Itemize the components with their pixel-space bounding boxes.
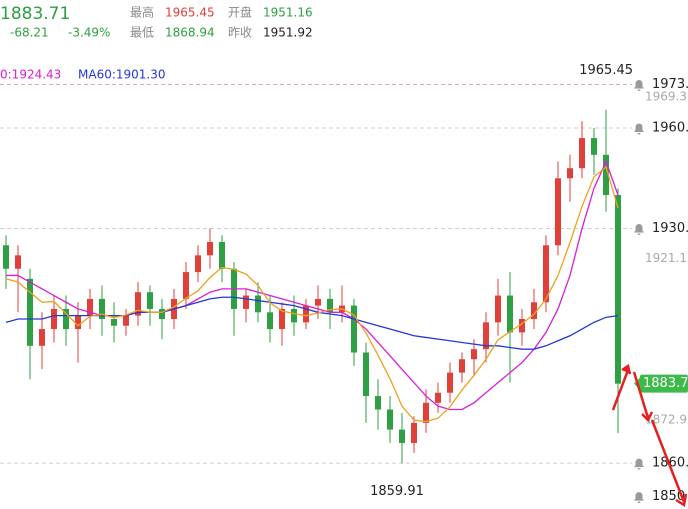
candle-body: [411, 422, 417, 443]
candle-body: [99, 298, 105, 320]
candle-body: [543, 245, 549, 303]
ma-legend: 0:1924.43: [0, 68, 61, 82]
candle-body: [531, 302, 537, 320]
candle-body: [303, 305, 309, 323]
candle-body: [27, 278, 33, 346]
candle-body: [15, 255, 21, 269]
candle-body: [51, 308, 57, 330]
ma-line: [5, 296, 619, 350]
candle-body: [87, 298, 93, 316]
y-tick-label: 1930.: [652, 221, 688, 236]
price: 1883.71: [0, 4, 70, 24]
arrow-annotation: [611, 363, 688, 508]
candle-body: [435, 392, 441, 403]
candle-body: [495, 295, 501, 323]
header-stats: 最高 1965.45 开盘 1951.16 最低 1868.94 昨收 1951.92: [130, 5, 313, 40]
candle-body: [447, 372, 453, 393]
candle-body: [147, 292, 153, 309]
level-label: 1969.3: [645, 89, 687, 103]
candle-body: [255, 295, 261, 313]
alert-bell: [634, 224, 644, 236]
ma-line: [6, 159, 619, 411]
candle-body: [423, 402, 429, 423]
change: -68.21: [10, 26, 49, 40]
candle-body: [387, 409, 393, 430]
candle-body: [315, 298, 321, 306]
candle-body: [363, 352, 369, 397]
candle-body: [483, 322, 489, 350]
ma-line: [5, 165, 619, 423]
ma-legend: MA60:1901.30: [78, 68, 166, 82]
high-label: 1965.45: [579, 63, 633, 78]
candle-body: [243, 295, 249, 309]
candle-body: [39, 329, 45, 346]
stat-label: 昨收: [228, 26, 252, 40]
low-label: 1859.91: [370, 484, 424, 499]
candle-body: [459, 359, 465, 373]
candle-body: [183, 272, 189, 299]
alert-bell: [634, 123, 644, 135]
stat-value: 1868.94: [165, 26, 215, 40]
stat-value: 1951.92: [263, 26, 313, 40]
plot: 1973.1960.1930.1860.18501969.31921.11872…: [0, 63, 688, 504]
level-label: 1921.1: [645, 251, 687, 265]
alert-bell: [634, 458, 644, 470]
candle-body: [375, 396, 381, 410]
candle-body: [351, 305, 357, 353]
candle-body: [327, 298, 333, 313]
candle-body: [3, 245, 9, 269]
candle-body: [291, 308, 297, 323]
current-price-label: 1883.7: [643, 376, 688, 391]
candle-body: [471, 349, 477, 360]
candle-body: [555, 178, 561, 246]
candle-body: [519, 319, 525, 333]
candle-body: [279, 308, 285, 330]
candle-body: [399, 429, 405, 443]
candle-body: [123, 315, 129, 326]
candle-body: [567, 168, 573, 179]
candle-body: [267, 312, 273, 330]
alert-bell: [634, 492, 644, 504]
candle-body: [63, 308, 69, 330]
stat-value: 1951.16: [263, 6, 313, 20]
current-price-box: [640, 374, 688, 393]
candle-body: [207, 241, 213, 256]
candle-body: [111, 319, 117, 326]
candle-body: [591, 138, 597, 155]
stat-label: 开盘: [228, 5, 252, 20]
stat-label: 最高: [130, 5, 154, 20]
candle-body: [615, 195, 621, 384]
y-tick-label: 1973.: [652, 77, 688, 92]
change-pct: -3.49%: [68, 26, 110, 40]
level-label: 1872.9: [645, 412, 687, 426]
candle-body: [603, 154, 609, 196]
stat-label: 最低: [130, 26, 154, 40]
alert-bell: [634, 79, 644, 91]
candle-body: [579, 138, 585, 169]
stat-value: 1965.45: [165, 6, 215, 20]
candle-body: [75, 315, 81, 330]
candle-body: [135, 292, 141, 316]
candle-body: [159, 308, 165, 320]
y-tick-label: 1960.: [652, 121, 688, 136]
candle-body: [219, 241, 225, 269]
candle-body: [507, 295, 513, 333]
candle-body: [195, 255, 201, 273]
